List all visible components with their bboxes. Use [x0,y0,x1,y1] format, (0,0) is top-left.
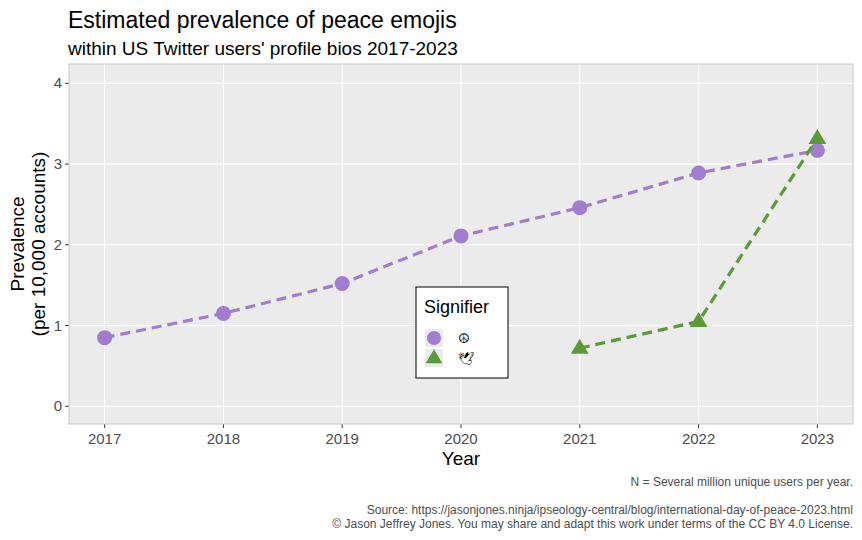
data-point [690,312,708,327]
tick-mark [817,424,818,428]
legend-key [427,331,441,345]
data-point [216,306,231,321]
x-tick-label: 2023 [801,430,834,447]
tick-mark [65,325,69,326]
x-tick-label: 2018 [207,430,240,447]
x-tick-label: 2022 [682,430,715,447]
note: N = Several million unique users per yea… [631,475,853,489]
data-point [571,339,589,354]
grid-line [698,64,699,424]
data-point [691,165,706,180]
tick-mark [461,424,462,428]
grid-line [104,64,105,424]
chart: 0 1 2 3 4 2017 2018 2019 2020 2021 2022 2023 Signifi… [0,0,862,540]
grid-line [579,64,580,424]
x-tick-label: 2017 [88,430,121,447]
plot-frame [69,64,853,424]
y-tick-label: 2 [54,236,62,253]
plot-panel [69,64,853,424]
grid-line [223,64,224,424]
legend-label: 🕊 [458,351,475,366]
grid-line [817,64,818,424]
series-line [580,138,818,348]
legend-label: ☮ [458,331,470,346]
data-point [810,143,825,158]
tick-mark [698,424,699,428]
y-tick-label: 1 [54,317,62,334]
data-point [808,129,826,144]
tick-mark [65,164,69,165]
legend-key [426,349,443,363]
data-point [335,276,350,291]
data-point [572,200,587,215]
grid-line [342,64,343,424]
legend-key-bg [425,329,443,347]
series-line [105,150,818,337]
tick-mark [65,244,69,245]
y-tick-label: 3 [54,155,62,172]
y-tick-label: 0 [54,397,62,414]
x-axis-label: Year [442,448,481,469]
tick-mark [65,83,69,84]
x-tick-label: 2019 [326,430,359,447]
tick-mark [579,424,580,428]
source: Source: https://jasonjones.ninja/ipseolo… [367,503,853,517]
legend: Signifier ☮ 🕊 [416,287,508,378]
tick-mark [342,424,343,428]
data-point [454,228,469,243]
subtitle: within US Twitter users' profile bios 20… [67,38,458,59]
y-axis-label: Prevalence(per 10,000 accounts) [7,152,49,337]
license: © Jason Jeffrey Jones. You may share and… [332,517,853,531]
title: Estimated prevalence of peace emojis [68,7,457,33]
tick-mark [104,424,105,428]
y-tick-label: 4 [54,74,62,91]
tick-mark [223,424,224,428]
legend-title: Signifier [424,297,489,317]
legend-key-bg [425,349,443,367]
x-tick-label: 2020 [444,430,477,447]
legend-box [416,287,508,378]
x-tick-label: 2021 [563,430,596,447]
tick-mark [65,406,69,407]
data-point [97,330,112,345]
